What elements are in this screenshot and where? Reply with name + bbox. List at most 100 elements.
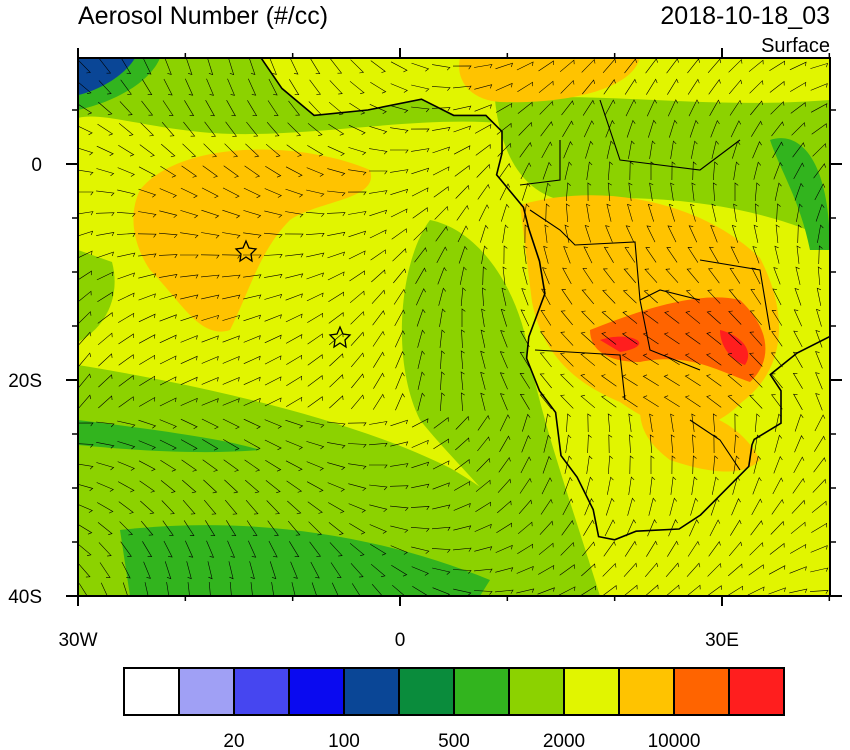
wind-barb bbox=[290, 561, 298, 579]
wind-barb bbox=[266, 122, 280, 137]
wind-barb bbox=[289, 541, 300, 558]
wind-barb bbox=[78, 563, 91, 578]
wind-barb bbox=[709, 519, 721, 537]
wind-barb bbox=[518, 121, 533, 136]
wind-barb bbox=[708, 246, 719, 263]
field bbox=[120, 525, 490, 596]
wind-barb bbox=[628, 413, 633, 432]
wind-barb bbox=[753, 455, 762, 474]
wind-barb bbox=[670, 434, 675, 454]
wind-barb bbox=[608, 434, 613, 454]
wind-barb bbox=[706, 310, 721, 325]
wind-barb bbox=[813, 163, 826, 179]
wind-barb bbox=[222, 314, 241, 321]
wind-barb bbox=[327, 251, 345, 259]
wind-barb bbox=[229, 581, 232, 596]
wind-barb bbox=[667, 225, 677, 243]
wind-barb bbox=[582, 268, 594, 284]
wind-barb bbox=[120, 79, 132, 95]
wind-barb bbox=[118, 501, 134, 514]
wind-barb bbox=[390, 208, 408, 218]
wind-barb bbox=[268, 540, 278, 558]
wind-barb bbox=[309, 541, 321, 557]
wind-barb bbox=[587, 182, 592, 202]
wind-barb bbox=[200, 254, 220, 259]
wind-barb bbox=[645, 247, 657, 263]
wind-barb bbox=[160, 165, 177, 178]
wind-barb bbox=[644, 562, 659, 577]
wind-barb bbox=[642, 353, 659, 365]
wind-barb bbox=[440, 392, 445, 412]
wind-barb bbox=[438, 287, 447, 306]
wind-barb bbox=[432, 460, 450, 470]
wind-barb bbox=[390, 463, 409, 468]
wind-barb bbox=[649, 434, 654, 454]
wind-barb bbox=[754, 182, 761, 202]
wind-barb bbox=[434, 205, 449, 220]
wind-barb bbox=[457, 225, 469, 243]
wind-barb bbox=[78, 504, 93, 513]
wind-barb bbox=[558, 586, 576, 596]
wind-barb bbox=[495, 567, 514, 573]
colorbar-box bbox=[178, 667, 235, 716]
wind-barb bbox=[452, 85, 472, 90]
wind-barb bbox=[622, 311, 638, 324]
wind-barb bbox=[544, 182, 551, 201]
wind-barb bbox=[729, 99, 742, 116]
wind-barb bbox=[769, 60, 785, 72]
wind-barb bbox=[159, 210, 178, 218]
wind-barb bbox=[626, 519, 636, 537]
wind-barb bbox=[771, 121, 784, 137]
wind-barb bbox=[497, 478, 512, 493]
wind-barb bbox=[582, 79, 595, 95]
wind-barb bbox=[623, 584, 638, 596]
wind-barb bbox=[285, 313, 303, 323]
wind-barb bbox=[138, 188, 157, 198]
wind-barb bbox=[117, 441, 136, 450]
wind-barb bbox=[607, 476, 614, 495]
wind-barb bbox=[752, 476, 762, 495]
wind-barb bbox=[563, 246, 571, 264]
wind-barb bbox=[559, 564, 575, 576]
wind-barb bbox=[243, 232, 262, 239]
wind-barb bbox=[793, 309, 802, 327]
wind-barb bbox=[285, 460, 303, 472]
y-tick-label: 20S bbox=[8, 371, 42, 392]
wind-barb bbox=[78, 394, 92, 409]
wind-barb bbox=[264, 439, 282, 451]
site-star bbox=[328, 325, 352, 349]
wind-barb bbox=[222, 335, 240, 343]
wind-barb bbox=[796, 203, 803, 222]
wind-barb bbox=[538, 564, 555, 575]
wind-barb bbox=[305, 232, 325, 237]
wind-barb bbox=[580, 394, 596, 409]
wind-barb bbox=[774, 434, 783, 453]
wind-barb bbox=[432, 567, 451, 575]
wind-barb bbox=[582, 541, 595, 557]
wind-barb bbox=[138, 293, 156, 301]
wind-barb bbox=[327, 421, 346, 428]
wind-barb bbox=[560, 79, 575, 94]
wind-barb bbox=[452, 569, 472, 574]
wind-barb bbox=[648, 119, 657, 138]
field bbox=[600, 330, 749, 365]
wind-barb bbox=[602, 562, 617, 577]
wind-barb bbox=[411, 439, 429, 448]
wind-barb bbox=[495, 544, 513, 553]
wind-barb bbox=[390, 127, 409, 134]
wind-barb bbox=[78, 463, 94, 470]
wind-barb bbox=[692, 161, 697, 181]
wind-barb bbox=[440, 371, 445, 391]
wind-barb bbox=[350, 311, 365, 325]
wind-barb bbox=[562, 267, 572, 285]
wind-barb bbox=[159, 273, 178, 279]
wind-barb bbox=[207, 561, 213, 580]
colorbar-box bbox=[508, 667, 565, 716]
wind-barb bbox=[771, 394, 783, 410]
wind-barb bbox=[391, 565, 408, 577]
wind-barb bbox=[668, 203, 675, 222]
wind-barb bbox=[164, 58, 172, 75]
wind-barb bbox=[475, 501, 491, 512]
wind-barb bbox=[456, 204, 469, 221]
